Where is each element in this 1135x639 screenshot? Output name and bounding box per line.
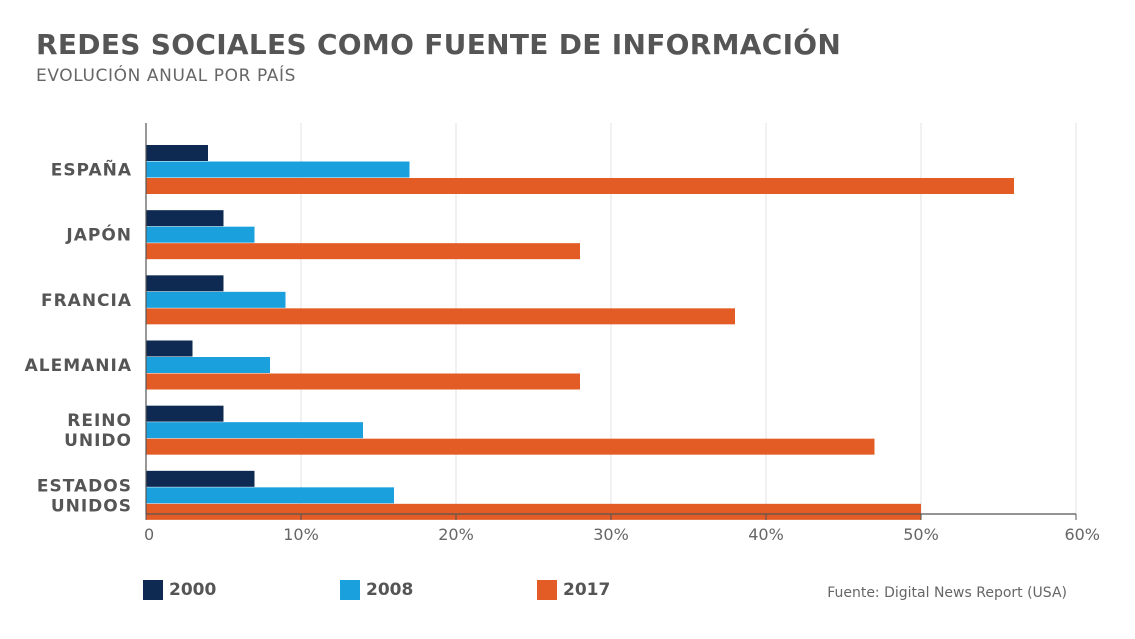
bar-2000-1	[146, 210, 224, 227]
bar-2017-5	[146, 503, 921, 520]
x-tick-label: 20%	[438, 525, 474, 544]
x-tick-label: 10%	[283, 525, 319, 544]
chart-subtitle: EVOLUCIÓN ANUAL POR PAÍS	[36, 66, 297, 86]
category-label: JAPÓN	[65, 224, 132, 246]
bar-2008-2	[146, 291, 286, 308]
legend-item-2008: 2008	[340, 578, 413, 602]
legend-label-2000: 2000	[169, 580, 217, 600]
bar-2017-4	[146, 438, 875, 455]
bar-2000-4	[146, 405, 224, 422]
legend-label-2017: 2017	[563, 580, 611, 600]
bar-2000-0	[146, 145, 208, 161]
bar-2008-3	[146, 357, 270, 373]
x-tick-label: 0	[144, 525, 154, 544]
bar-2008-5	[146, 487, 394, 504]
x-tick-label: 50%	[903, 525, 939, 544]
bar-2008-1	[146, 226, 255, 243]
category-label: UNIDOS	[51, 496, 132, 516]
category-label: REINO	[67, 411, 132, 431]
bar-2008-4	[146, 422, 363, 439]
x-tick-label: 40%	[748, 525, 784, 544]
category-label: UNIDO	[64, 431, 132, 451]
category-label: FRANCIA	[41, 291, 132, 311]
legend-item-2017: 2017	[537, 578, 610, 602]
category-label: ESTADOS	[37, 476, 132, 496]
bar-2008-0	[146, 161, 410, 178]
category-label: ALEMANIA	[25, 356, 132, 376]
legend-swatch-2017	[537, 580, 557, 600]
bar-2000-2	[146, 275, 224, 292]
bar-2000-3	[146, 340, 193, 357]
legend-item-2000: 2000	[143, 578, 216, 602]
chart-title: REDES SOCIALES COMO FUENTE DE INFORMACIÓ…	[36, 28, 842, 61]
legend-swatch-2008	[340, 580, 360, 600]
source-note: Fuente: Digital News Report (USA)	[827, 585, 1067, 601]
bar-2017-1	[146, 243, 580, 260]
bar-2017-2	[146, 308, 735, 325]
legend-label-2008: 2008	[366, 580, 414, 600]
bar-2000-5	[146, 470, 255, 487]
category-label: ESPAÑA	[51, 158, 132, 181]
x-tick-label: 60%	[1064, 525, 1100, 544]
bar-2017-0	[146, 178, 1014, 194]
x-tick-label: 30%	[593, 525, 629, 544]
legend-swatch-2000	[143, 580, 163, 600]
bar-2017-3	[146, 373, 580, 390]
